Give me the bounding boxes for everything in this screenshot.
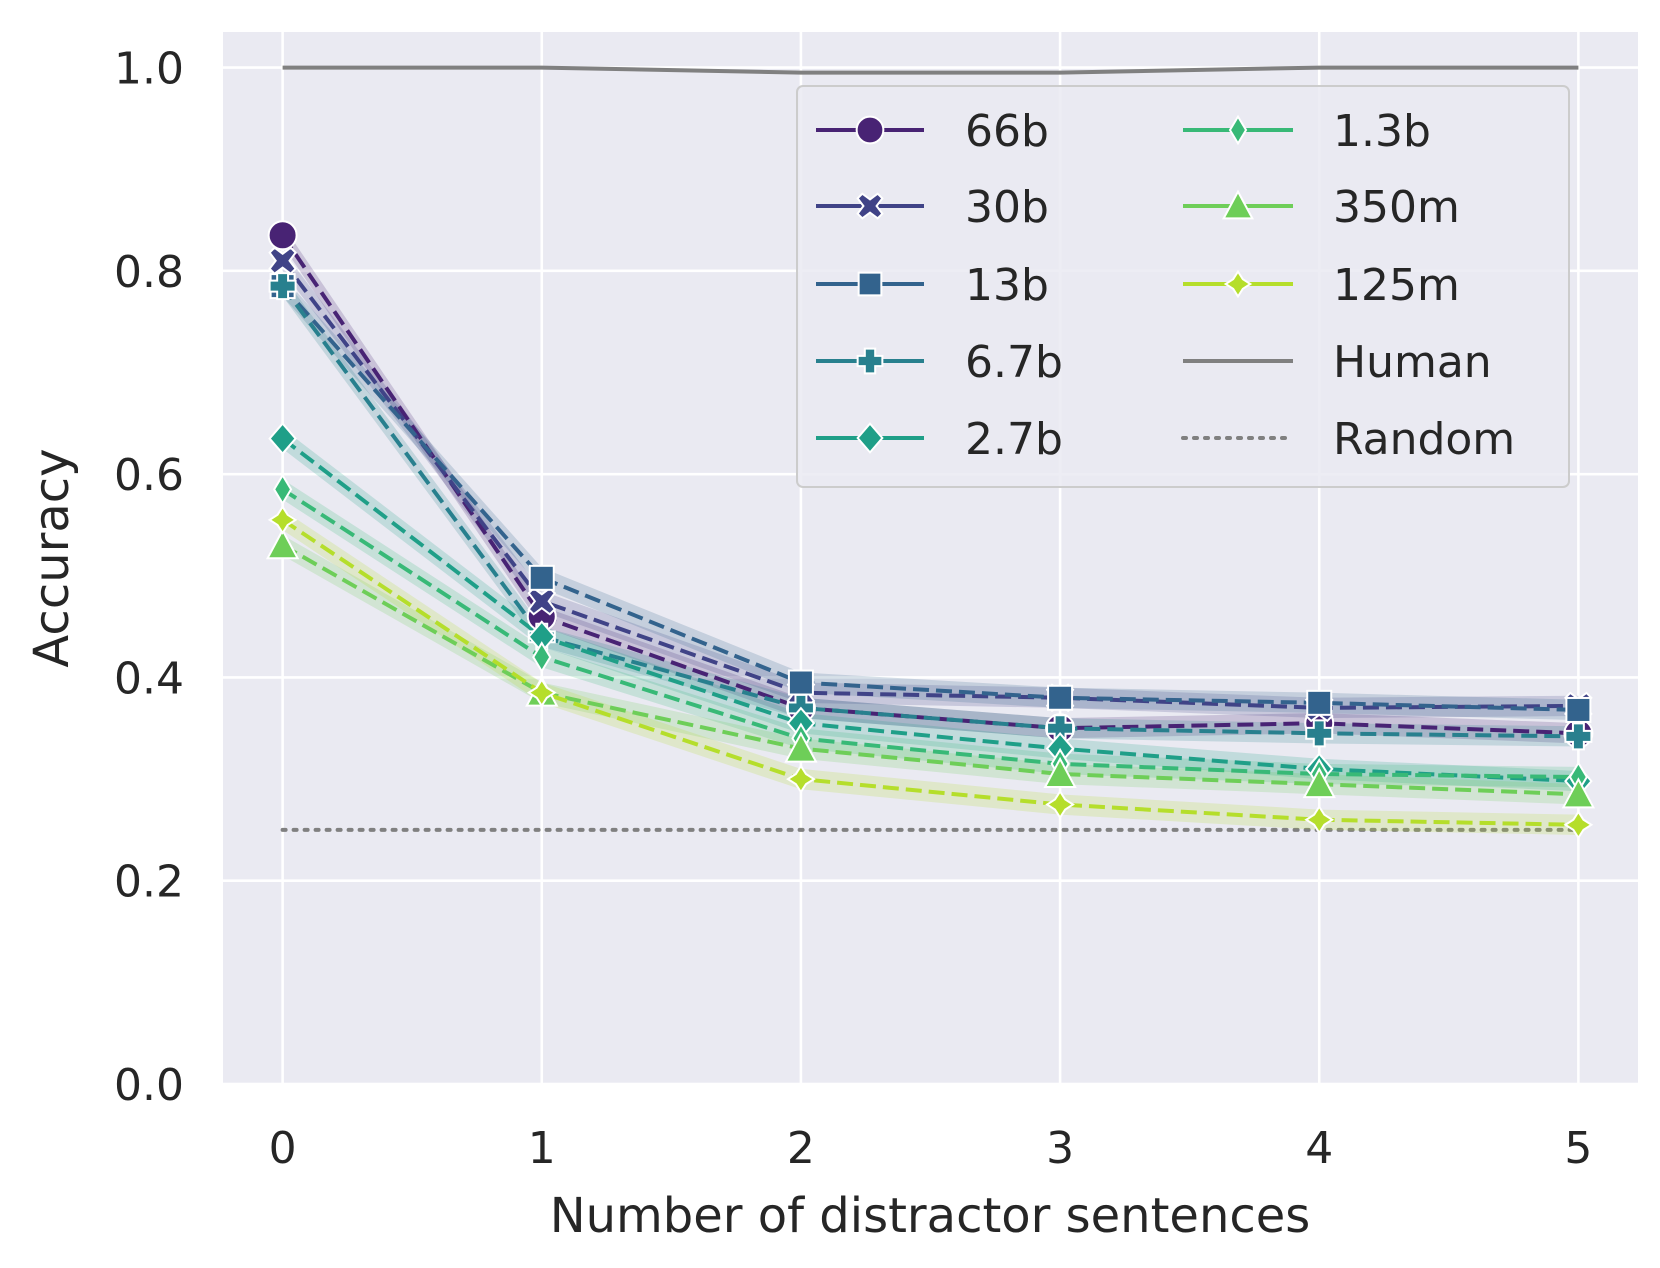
legend-label: 13b	[965, 260, 1049, 311]
y-tick-label: 0.0	[114, 1060, 184, 1111]
legend-marker-125m	[1223, 269, 1253, 299]
x-tick-label: 5	[1564, 1123, 1592, 1174]
y-axis-ticks: 0.0 0.2 0.4 0.6 0.8 1.0	[114, 44, 184, 1111]
legend-entry-350m: 350m	[1183, 182, 1460, 233]
legend-marker-350m	[1221, 189, 1255, 220]
marker-1.3b-x1	[532, 641, 552, 674]
marker-6.7b-x5	[1564, 722, 1593, 751]
marker-13b-x5	[1565, 696, 1592, 723]
legend: 66b 30b 13b 6.7b 2.7b 1.3b 350m 125m Human Random	[796, 85, 1570, 488]
marker-66b-x0	[267, 220, 298, 251]
marker-350m-x0	[265, 528, 300, 560]
legend-entry-125m: 125m	[1183, 260, 1460, 311]
series-line-1.3b	[281, 487, 1579, 780]
series-line-30b	[281, 259, 1579, 710]
marker-13b-x2	[787, 669, 814, 696]
legend-entry-1.3b: 1.3b	[1183, 106, 1431, 157]
legend-entry-30b: 30b	[816, 182, 1049, 233]
legend-marker-30b	[856, 192, 884, 220]
legend-label: 350m	[1333, 182, 1460, 233]
x-tick-label: 2	[787, 1123, 815, 1174]
legend-marker-2.7b	[856, 422, 884, 454]
legend-label: 2.7b	[965, 414, 1063, 465]
y-tick-label: 0.4	[114, 653, 184, 704]
legend-label: 125m	[1333, 260, 1460, 311]
marker-6.7b-x4	[1305, 719, 1334, 748]
legend-label: Random	[1333, 414, 1515, 465]
legend-entry-13b: 13b	[816, 260, 1049, 311]
marker-13b-x3	[1047, 684, 1074, 711]
marker-125m-x0	[267, 505, 298, 535]
marker-13b-x1	[528, 564, 555, 591]
y-tick-label: 0.2	[114, 857, 184, 908]
marker-6.7b-x0	[268, 272, 297, 301]
y-axis-title: Accuracy	[24, 448, 80, 667]
legend-entry-6.7b: 6.7b	[816, 337, 1063, 388]
legend-marker-66b	[855, 115, 885, 145]
marker-125m-x5	[1563, 809, 1594, 840]
legend-entry-random: Random	[1181, 414, 1515, 465]
band-13b	[282, 275, 1579, 721]
y-tick-label: 0.6	[114, 450, 184, 501]
legend-frame	[796, 85, 1570, 488]
legend-marker-13b	[857, 271, 883, 297]
y-tick-label: 0.8	[114, 247, 184, 298]
legend-marker-1.3b	[1228, 114, 1248, 146]
reference-lines	[280, 65, 1581, 832]
legend-entry-human: Human	[1183, 337, 1492, 388]
series-markers	[265, 220, 1596, 840]
marker-125m-x3	[1045, 789, 1075, 820]
series-line-6.7b	[280, 284, 1579, 739]
series-lines	[280, 234, 1579, 827]
marker-1.3b-x0	[272, 473, 293, 506]
reference-line-human	[282, 65, 1579, 75]
series-line-350m	[281, 543, 1579, 797]
confidence-bands	[282, 225, 1579, 835]
marker-125m-x2	[786, 764, 816, 794]
legend-entry-66b: 66b	[816, 106, 1049, 157]
marker-30b-x1	[527, 586, 557, 616]
series-line-13b	[281, 284, 1579, 712]
marker-13b-x4	[1306, 689, 1333, 716]
legend-label: 30b	[965, 182, 1049, 233]
series-line-125m	[281, 518, 1579, 827]
marker-350m-x2	[784, 731, 818, 763]
marker-125m-x1	[526, 677, 557, 708]
series-line-2.7b	[281, 436, 1579, 784]
legend-marker-6.7b	[856, 347, 884, 375]
marker-350m-x3	[1043, 756, 1077, 788]
legend-label: Human	[1333, 337, 1492, 388]
legend-label: 66b	[965, 106, 1049, 157]
marker-350m-x4	[1302, 767, 1336, 799]
marker-125m-x4	[1304, 804, 1335, 835]
x-axis-title: Number of distractor sentences	[550, 1188, 1311, 1244]
x-tick-label: 1	[528, 1123, 556, 1174]
legend-label: 1.3b	[1333, 106, 1431, 157]
marker-30b-x0	[268, 246, 297, 276]
x-tick-label: 0	[269, 1123, 297, 1174]
x-tick-label: 3	[1046, 1123, 1074, 1174]
x-axis-ticks: 0 1 2 3 4 5	[269, 1123, 1593, 1174]
marker-350m-x5	[1561, 777, 1596, 809]
marker-2.7b-x0	[268, 422, 297, 456]
y-tick-label: 1.0	[114, 44, 184, 95]
x-tick-label: 4	[1305, 1123, 1333, 1174]
legend-entry-2.7b: 2.7b	[816, 414, 1063, 465]
legend-label: 6.7b	[965, 337, 1063, 388]
